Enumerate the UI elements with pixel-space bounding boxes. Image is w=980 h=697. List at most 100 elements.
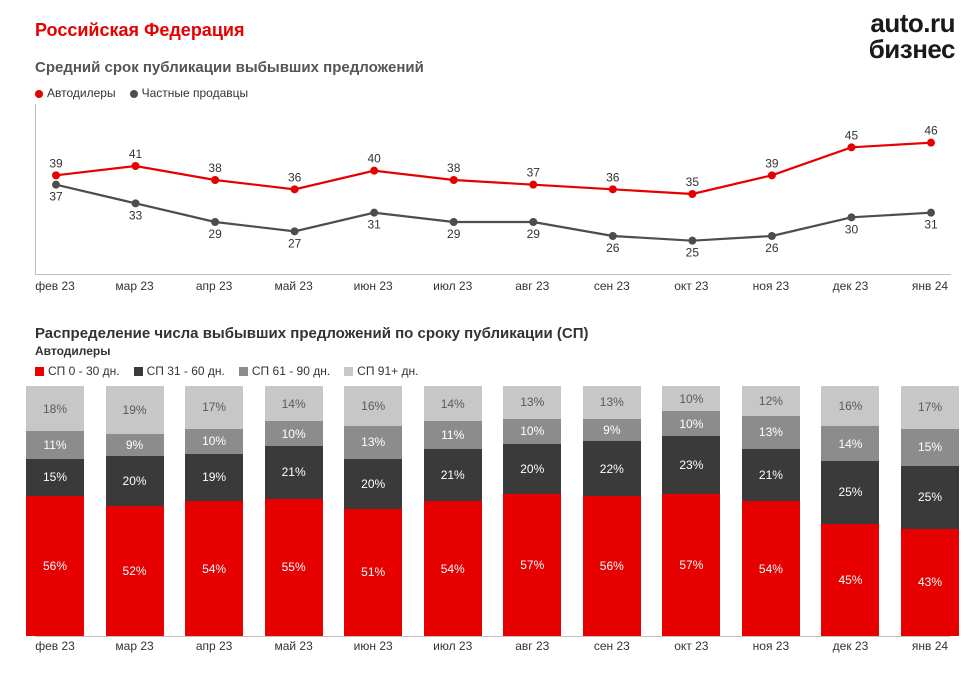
bar-segment: 10%	[265, 421, 323, 446]
legend-item: СП 61 - 90 дн.	[239, 364, 330, 378]
legend-square-icon	[239, 367, 248, 376]
bar-segment: 9%	[106, 434, 164, 457]
bar-segment: 57%	[662, 494, 720, 637]
bar-segment: 25%	[901, 466, 959, 529]
bar-segment: 43%	[901, 529, 959, 637]
bar-segment: 23%	[662, 436, 720, 494]
bar-segment: 45%	[821, 524, 879, 637]
line-chart-plot: 3941383640383736353945463733292731292926…	[35, 104, 951, 275]
legend-item: Автодилеры	[35, 86, 116, 100]
line-series	[56, 185, 931, 241]
bar-segment: 10%	[185, 429, 243, 454]
bar-column: 13%9%22%56%	[583, 386, 641, 636]
line-marker	[927, 209, 935, 217]
x-axis-label: дек 23	[833, 279, 869, 293]
bar-column: 16%13%20%51%	[344, 386, 402, 636]
x-axis-label: июл 23	[433, 279, 472, 293]
line-marker	[291, 227, 299, 235]
bar-segment: 15%	[901, 429, 959, 467]
bar-segment: 14%	[424, 386, 482, 421]
line-value-label: 45	[845, 128, 859, 142]
bar-column: 12%13%21%54%	[742, 386, 800, 636]
line-marker	[768, 232, 776, 240]
line-value-label: 31	[924, 218, 938, 232]
x-axis-label: фев 23	[35, 279, 75, 293]
line-marker	[847, 213, 855, 221]
bar-column: 10%10%23%57%	[662, 386, 720, 636]
line-value-label: 37	[49, 190, 63, 204]
bar-segment: 10%	[662, 386, 720, 411]
bar-chart-plot: 18%11%15%56%19%9%20%52%17%10%19%54%14%10…	[35, 386, 950, 637]
bar-segment: 52%	[106, 506, 164, 636]
region-title: Российская Федерация	[35, 20, 955, 41]
line-value-label: 33	[129, 208, 143, 222]
legend-item: СП 31 - 60 дн.	[134, 364, 225, 378]
line-chart-legend: Автодилеры Частные продавцы	[35, 86, 955, 100]
legend-square-icon	[134, 367, 143, 376]
line-marker	[529, 218, 537, 226]
bar-segment: 13%	[503, 386, 561, 419]
line-chart-xaxis: фев 23мар 23апр 23май 23июн 23июл 23авг …	[35, 279, 950, 297]
bar-segment: 18%	[26, 386, 84, 431]
legend-item: СП 91+ дн.	[344, 364, 418, 378]
x-axis-label: янв 24	[912, 639, 948, 653]
bar-segment: 14%	[821, 426, 879, 461]
bar-segment: 22%	[583, 441, 641, 496]
line-marker	[927, 139, 935, 147]
line-marker	[52, 171, 60, 179]
x-axis-label: апр 23	[196, 279, 233, 293]
line-value-label: 37	[527, 166, 541, 180]
bar-segment: 16%	[821, 386, 879, 426]
line-value-label: 40	[368, 152, 382, 166]
logo-line1: auto.ru	[869, 10, 955, 36]
line-marker	[609, 185, 617, 193]
bar-segment: 56%	[26, 496, 84, 636]
line-value-label: 29	[447, 227, 461, 241]
x-axis-label: май 23	[274, 639, 312, 653]
x-axis-label: авг 23	[515, 639, 549, 653]
line-value-label: 39	[765, 156, 779, 170]
bar-segment: 55%	[265, 499, 323, 637]
line-value-label: 26	[765, 241, 779, 255]
line-marker	[132, 199, 140, 207]
legend-item: Частные продавцы	[130, 86, 249, 100]
line-value-label: 36	[606, 170, 620, 184]
bar-segment: 54%	[424, 501, 482, 636]
line-value-label: 39	[49, 156, 63, 170]
line-value-label: 38	[208, 161, 222, 175]
bar-column: 17%10%19%54%	[185, 386, 243, 636]
line-marker	[370, 167, 378, 175]
bar-segment: 17%	[901, 386, 959, 429]
legend-dot-icon	[35, 90, 43, 98]
bar-segment: 12%	[742, 386, 800, 416]
x-axis-label: авг 23	[515, 279, 549, 293]
line-value-label: 46	[924, 124, 938, 138]
line-value-label: 27	[288, 236, 302, 250]
bar-segment: 11%	[424, 421, 482, 449]
bar-column: 16%14%25%45%	[821, 386, 879, 636]
legend-square-icon	[344, 367, 353, 376]
line-marker	[688, 237, 696, 245]
line-value-label: 26	[606, 241, 620, 255]
bar-chart-legend: СП 0 - 30 дн. СП 31 - 60 дн. СП 61 - 90 дн…	[35, 364, 955, 378]
x-axis-label: фев 23	[35, 639, 75, 653]
legend-item: СП 0 - 30 дн.	[35, 364, 120, 378]
bar-column: 19%9%20%52%	[106, 386, 164, 636]
x-axis-label: янв 24	[912, 279, 948, 293]
x-axis-label: ноя 23	[753, 639, 789, 653]
line-marker	[211, 218, 219, 226]
bar-segment: 10%	[662, 411, 720, 436]
x-axis-label: сен 23	[594, 639, 630, 653]
bar-segment: 9%	[583, 419, 641, 442]
bar-segment: 17%	[185, 386, 243, 429]
bar-segment: 13%	[344, 426, 402, 459]
bar-column: 13%10%20%57%	[503, 386, 561, 636]
bar-segment: 15%	[26, 459, 84, 497]
line-value-label: 30	[845, 222, 859, 236]
bar-chart-subset: Автодилеры	[35, 344, 955, 358]
line-value-label: 35	[686, 175, 700, 189]
line-value-label: 38	[447, 161, 461, 175]
x-axis-label: сен 23	[594, 279, 630, 293]
bar-segment: 10%	[503, 419, 561, 444]
bar-segment: 14%	[265, 386, 323, 421]
